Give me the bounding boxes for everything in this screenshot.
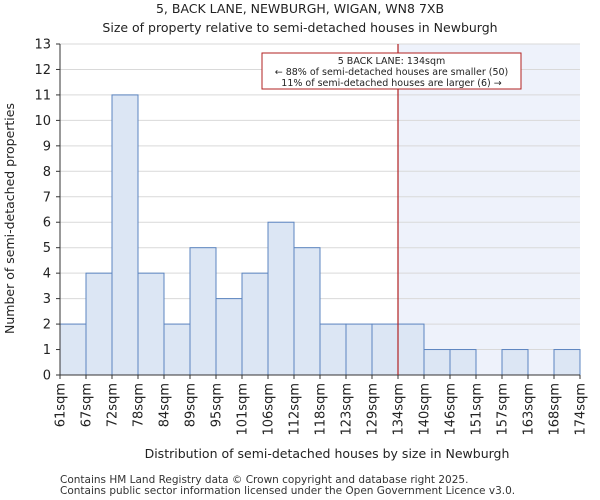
annotation-box (261, 52, 522, 90)
bar (345, 323, 373, 376)
x-tick-label: 168sqm (548, 383, 563, 436)
bar (397, 323, 425, 376)
y-tick-label: 1 (43, 343, 51, 358)
x-tick-label: 134sqm (392, 383, 407, 436)
y-tick-label: 10 (34, 114, 51, 129)
y-tick-label: 0 (43, 369, 51, 384)
y-tick-label: 4 (43, 267, 51, 282)
chart-title: 5, BACK LANE, NEWBURGH, WIGAN, WN8 7XB (155, 1, 445, 16)
bar (319, 323, 347, 376)
x-tick-label: 140sqm (418, 383, 433, 436)
annotation-line: 5 BACK LANE: 134sqm (338, 56, 446, 67)
x-tick-label: 106sqm (262, 383, 277, 436)
bar (137, 272, 165, 376)
chart-subtitle: Size of property relative to semi-detach… (102, 20, 498, 35)
bar (293, 247, 321, 376)
x-tick-label: 78sqm (132, 383, 147, 427)
y-axis-label: Number of semi-detached properties (2, 103, 17, 334)
bar (241, 272, 269, 376)
y-tick-label: 2 (43, 318, 51, 333)
x-tick-label: 95sqm (210, 383, 225, 427)
x-tick-label: 118sqm (314, 383, 329, 436)
y-tick-label: 9 (43, 139, 51, 154)
x-tick-label: 157sqm (496, 383, 511, 436)
x-tick-label: 112sqm (288, 383, 303, 436)
x-tick-label: 129sqm (366, 383, 381, 436)
x-tick-label: 89sqm (184, 383, 199, 427)
bar (553, 349, 581, 376)
bar (423, 349, 451, 376)
x-tick-label: 72sqm (106, 383, 121, 427)
y-tick-label: 13 (34, 38, 51, 53)
footer-line-1: Contains HM Land Registry data © Crown c… (60, 474, 469, 486)
x-tick-label: 61sqm (54, 383, 69, 427)
footer-line-2: Contains public sector information licen… (60, 485, 516, 497)
x-axis-label: Distribution of semi-detached houses by … (145, 446, 510, 461)
bar (371, 323, 399, 376)
x-tick-label: 67sqm (80, 383, 95, 427)
bar (59, 323, 87, 376)
x-tick-label: 84sqm (158, 383, 173, 427)
bar (163, 323, 191, 376)
annotation-line: ← 88% of semi-detached houses are smalle… (275, 67, 509, 78)
y-tick-label: 8 (43, 165, 51, 180)
y-tick-label: 3 (43, 292, 51, 307)
x-tick-label: 151sqm (470, 383, 485, 436)
y-tick-label: 7 (43, 190, 51, 205)
y-tick-label: 5 (43, 241, 51, 256)
x-tick-label: 146sqm (444, 383, 459, 436)
x-tick-label: 163sqm (522, 383, 537, 436)
y-tick-label: 6 (43, 216, 51, 231)
bar (111, 94, 139, 376)
bar (501, 349, 529, 376)
x-tick-label: 123sqm (340, 383, 355, 436)
highlight-region (398, 44, 580, 375)
bar (189, 247, 217, 376)
y-tick-label: 11 (34, 88, 51, 103)
bar (449, 349, 477, 376)
bar (215, 298, 243, 376)
x-tick-label: 101sqm (236, 383, 251, 436)
annotation-line: 11% of semi-detached houses are larger (… (281, 78, 501, 89)
x-tick-label: 174sqm (574, 383, 589, 436)
y-tick-label: 12 (34, 63, 51, 78)
bar (267, 221, 295, 376)
bar (85, 272, 113, 376)
